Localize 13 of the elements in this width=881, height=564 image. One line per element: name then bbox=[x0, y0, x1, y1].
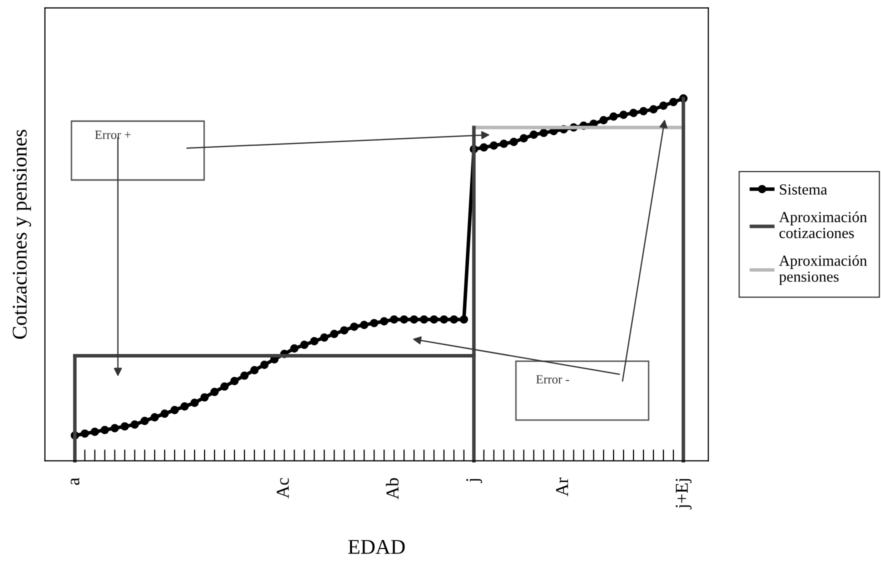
x-tick-label: Ac bbox=[276, 478, 289, 498]
x-tick-label: j bbox=[466, 479, 482, 483]
x-tick-label: j+Ej bbox=[676, 479, 692, 510]
x-tick-label: Ar bbox=[556, 478, 568, 496]
y-axis-title: Cotizaciones y pensiones bbox=[12, 130, 32, 339]
legend-label: Aproximación pensiones bbox=[779, 255, 867, 285]
legend-label: Sistema bbox=[780, 184, 828, 195]
annotation: Error - bbox=[536, 375, 570, 384]
legend-label: Aproximación cotizaciones bbox=[779, 211, 867, 238]
x-tick-label: a bbox=[70, 478, 80, 485]
x-axis-title: EDAD bbox=[348, 540, 405, 554]
annotation: Error + bbox=[95, 130, 131, 139]
x-tick-label: Ab bbox=[386, 478, 399, 500]
